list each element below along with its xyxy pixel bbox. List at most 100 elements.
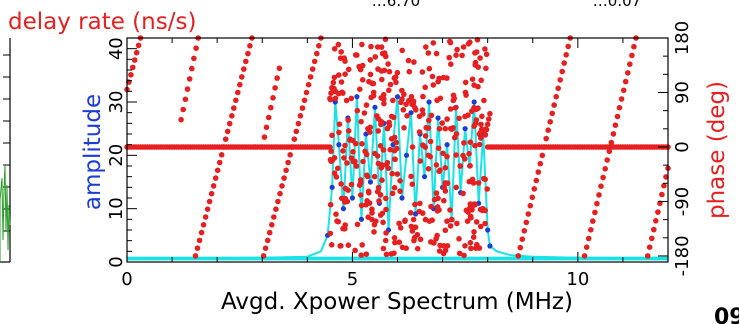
phase-point (410, 216, 417, 223)
phase-point (365, 214, 372, 220)
phase-point (376, 198, 382, 204)
phase-point (417, 158, 424, 164)
phase-point (453, 131, 460, 137)
phase-point (460, 44, 467, 50)
phase-point (277, 190, 283, 197)
amplitude-line (126, 96, 669, 261)
amplitude-point (485, 227, 491, 233)
phase-point (471, 229, 477, 235)
phase-point (480, 205, 486, 212)
phase-point (404, 113, 410, 119)
left-panel-fragment (0, 38, 11, 263)
phase-point (265, 114, 272, 121)
phase-point (472, 50, 478, 56)
phase-point (224, 128, 231, 135)
phase-point (374, 44, 381, 50)
phase-point (651, 226, 657, 233)
x-tick-label: 10 (566, 269, 589, 290)
phase-point (330, 79, 337, 86)
amplitude-point (336, 142, 342, 148)
phase-point (301, 97, 308, 104)
phase-point (305, 81, 312, 88)
phase-point (344, 160, 350, 166)
phase-point (543, 135, 549, 142)
phase-point (372, 54, 379, 60)
phase-point (335, 218, 342, 225)
phase-point (428, 203, 434, 210)
phase-point (193, 45, 199, 51)
phase-point (379, 177, 385, 183)
phase-point (403, 245, 410, 251)
phase-point (333, 211, 339, 217)
phase-point (453, 52, 459, 58)
phase-point (444, 180, 451, 186)
phase-point (539, 152, 546, 159)
phase-point (360, 158, 366, 165)
phase-point (433, 50, 440, 57)
phase-point (131, 57, 138, 63)
phase-point (202, 214, 209, 220)
phase-point (459, 52, 465, 59)
phase-point (661, 182, 667, 189)
phase-point (440, 250, 447, 257)
phase-point (374, 113, 380, 119)
phase-point (178, 116, 184, 123)
amplitude-point (408, 110, 414, 116)
phase-point (340, 225, 346, 232)
phase-point (588, 227, 594, 233)
phase-point (417, 236, 424, 243)
amplitude-point (394, 94, 401, 100)
phase-point (449, 216, 455, 223)
phase-point (377, 192, 384, 198)
phase-point (303, 89, 310, 96)
phase-point (471, 104, 477, 111)
phase-point (369, 210, 375, 216)
phase-point (423, 44, 429, 50)
phase-point (182, 96, 189, 103)
phase-point (385, 61, 391, 67)
phase-point (606, 148, 613, 155)
phase-point (467, 201, 474, 207)
phase-point (311, 58, 318, 65)
phase-point (361, 110, 368, 116)
phase-point (557, 77, 563, 83)
phase-point (450, 97, 457, 104)
phase-point (425, 50, 432, 56)
x-axis-title: Avgd. Xpower Spectrum (MHz) (221, 289, 573, 315)
phase-point (396, 220, 402, 227)
phase-point (429, 217, 436, 223)
phase-point (359, 62, 366, 69)
phase-point (453, 184, 460, 191)
phase-point (336, 72, 342, 78)
phase-point (393, 79, 399, 86)
phase-point (467, 139, 474, 145)
phase-point (442, 125, 449, 132)
phase-point (357, 86, 363, 92)
phase-point (396, 239, 403, 245)
phase-point (397, 225, 404, 231)
phase-point (380, 147, 387, 153)
phase-point (214, 167, 221, 174)
phase-point (200, 222, 207, 228)
phase-point (391, 235, 398, 241)
phase-point (462, 156, 468, 162)
phase-point (420, 111, 426, 117)
phase-point (468, 245, 474, 252)
phase-point (208, 190, 215, 197)
phase-point (309, 66, 316, 72)
phase-point (198, 229, 205, 236)
phase-point (338, 181, 344, 187)
phase-point (487, 110, 493, 117)
amplitude-point (358, 216, 365, 222)
phase-point (427, 138, 434, 145)
phase-point (235, 89, 241, 96)
phase-point (616, 104, 623, 111)
phase-point (437, 242, 443, 249)
phase-point (467, 239, 474, 246)
clipped-top-value-2: …0.07 (593, 0, 641, 10)
phase-point (180, 106, 186, 113)
amplitude-point (471, 99, 477, 105)
phase-point (387, 81, 394, 88)
phase-point (274, 75, 281, 81)
